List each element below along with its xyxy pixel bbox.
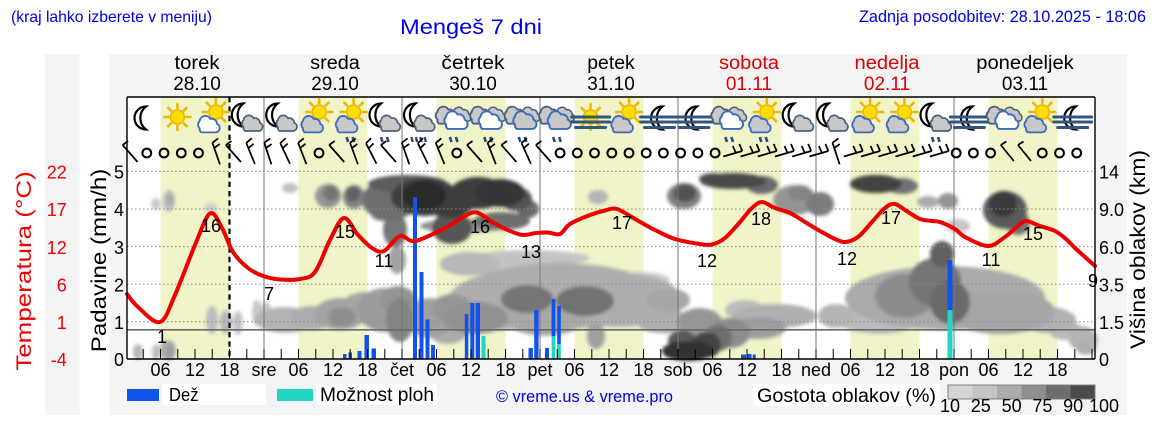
svg-text:3.5: 3.5 bbox=[1099, 275, 1124, 295]
svg-text:15: 15 bbox=[1023, 224, 1043, 244]
svg-text:50: 50 bbox=[1002, 396, 1022, 416]
svg-text:6.0: 6.0 bbox=[1099, 238, 1124, 258]
svg-text:06: 06 bbox=[288, 360, 308, 380]
svg-text:12: 12 bbox=[837, 249, 857, 269]
svg-text:1: 1 bbox=[57, 313, 67, 333]
svg-text:12: 12 bbox=[737, 360, 757, 380]
svg-text:18: 18 bbox=[633, 360, 653, 380]
svg-text:90: 90 bbox=[1063, 396, 1083, 416]
svg-text:11: 11 bbox=[982, 250, 1001, 270]
svg-text:4: 4 bbox=[114, 200, 124, 220]
svg-text:Zadnja posodobitev: 28.10.2025: Zadnja posodobitev: 28.10.2025 - 18:06 bbox=[859, 7, 1146, 26]
svg-text:Mengeš 7 dni: Mengeš 7 dni bbox=[400, 16, 542, 39]
svg-text:15: 15 bbox=[335, 222, 355, 242]
svg-text:9.0: 9.0 bbox=[1099, 200, 1124, 220]
svg-text:0: 0 bbox=[114, 350, 124, 370]
svg-text:12: 12 bbox=[599, 360, 619, 380]
svg-text:10: 10 bbox=[940, 396, 960, 416]
svg-text:Višina oblakov (km): Višina oblakov (km) bbox=[1127, 150, 1150, 349]
svg-text:7: 7 bbox=[264, 284, 274, 304]
svg-text:16: 16 bbox=[470, 217, 490, 237]
svg-text:25: 25 bbox=[971, 396, 991, 416]
svg-text:© vreme.us & vreme.pro: © vreme.us & vreme.pro bbox=[496, 387, 673, 406]
svg-text:petek: petek bbox=[587, 53, 635, 74]
svg-text:06: 06 bbox=[150, 360, 170, 380]
svg-text:12: 12 bbox=[323, 360, 343, 380]
svg-text:1: 1 bbox=[114, 313, 124, 333]
svg-text:12: 12 bbox=[185, 360, 205, 380]
svg-text:3: 3 bbox=[114, 238, 124, 258]
svg-text:18: 18 bbox=[909, 360, 929, 380]
svg-text:18: 18 bbox=[1047, 360, 1067, 380]
svg-text:31.10: 31.10 bbox=[587, 74, 635, 95]
svg-text:12: 12 bbox=[697, 251, 717, 271]
svg-text:Temperatura (°C): Temperatura (°C) bbox=[13, 171, 36, 371]
svg-text:12: 12 bbox=[1013, 360, 1033, 380]
svg-text:sobota: sobota bbox=[719, 53, 779, 74]
svg-text:ponedeljek: ponedeljek bbox=[976, 53, 1074, 74]
svg-text:75: 75 bbox=[1032, 396, 1052, 416]
svg-text:03.11: 03.11 bbox=[1002, 74, 1048, 95]
svg-text:Dež: Dež bbox=[169, 385, 199, 405]
svg-text:12: 12 bbox=[875, 360, 895, 380]
svg-text:12: 12 bbox=[47, 238, 67, 258]
svg-text:30.10: 30.10 bbox=[449, 74, 497, 95]
svg-text:Gostota oblakov (%): Gostota oblakov (%) bbox=[757, 386, 936, 407]
svg-text:pet: pet bbox=[527, 360, 552, 380]
svg-text:ned: ned bbox=[801, 360, 831, 380]
svg-text:1: 1 bbox=[157, 327, 167, 347]
svg-text:1.5: 1.5 bbox=[1099, 313, 1124, 333]
svg-text:06: 06 bbox=[840, 360, 860, 380]
svg-text:06: 06 bbox=[426, 360, 446, 380]
svg-text:01.11: 01.11 bbox=[726, 74, 772, 95]
svg-text:06: 06 bbox=[702, 360, 722, 380]
svg-text:17: 17 bbox=[881, 208, 901, 228]
svg-text:18: 18 bbox=[771, 360, 791, 380]
svg-text:22: 22 bbox=[47, 163, 67, 183]
svg-text:čet: čet bbox=[390, 360, 414, 380]
svg-text:torek: torek bbox=[175, 53, 221, 74]
svg-text:sreda: sreda bbox=[310, 53, 360, 74]
svg-text:pon: pon bbox=[939, 360, 969, 380]
svg-text:12: 12 bbox=[461, 360, 481, 380]
svg-text:18: 18 bbox=[219, 360, 239, 380]
svg-text:14: 14 bbox=[1099, 163, 1119, 183]
svg-text:nedelja: nedelja bbox=[855, 53, 920, 74]
svg-text:17: 17 bbox=[47, 200, 67, 220]
svg-text:11: 11 bbox=[375, 251, 394, 271]
svg-text:Možnost ploh: Možnost ploh bbox=[320, 385, 434, 406]
svg-text:četrtek: četrtek bbox=[441, 53, 505, 74]
svg-text:29.10: 29.10 bbox=[311, 74, 359, 95]
svg-text:16: 16 bbox=[201, 216, 221, 236]
svg-text:9: 9 bbox=[1088, 271, 1098, 291]
svg-text:18: 18 bbox=[495, 360, 515, 380]
svg-text:-4: -4 bbox=[51, 350, 67, 370]
svg-text:18: 18 bbox=[751, 209, 771, 229]
svg-text:13: 13 bbox=[521, 242, 541, 262]
svg-text:02.11: 02.11 bbox=[864, 74, 910, 95]
svg-text:18: 18 bbox=[357, 360, 377, 380]
svg-text:2: 2 bbox=[114, 275, 124, 295]
svg-text:Padavine (mm/h): Padavine (mm/h) bbox=[88, 169, 111, 353]
svg-text:28.10: 28.10 bbox=[173, 74, 221, 95]
svg-text:17: 17 bbox=[612, 213, 632, 233]
svg-text:(kraj lahko izberete v meniju): (kraj lahko izberete v meniju) bbox=[11, 9, 212, 26]
svg-text:06: 06 bbox=[564, 360, 584, 380]
svg-text:5: 5 bbox=[114, 163, 124, 183]
svg-text:0: 0 bbox=[1099, 350, 1109, 370]
svg-text:6: 6 bbox=[57, 275, 67, 295]
svg-text:06: 06 bbox=[978, 360, 998, 380]
svg-text:sre: sre bbox=[251, 360, 276, 380]
svg-text:sob: sob bbox=[663, 360, 692, 380]
svg-text:100: 100 bbox=[1089, 396, 1119, 416]
